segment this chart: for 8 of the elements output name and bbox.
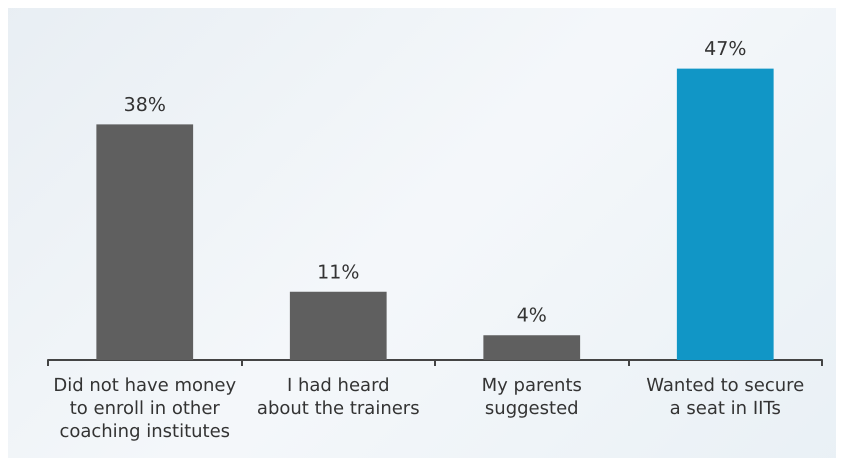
data-label: 4% [516,304,547,327]
data-label: 47% [704,38,746,60]
x-tick-label: Did not have money to enroll in other coaching institutes [53,375,236,442]
x-tick-label: My parents suggested [482,375,582,419]
x-tick-label: Wanted to secure a seat in IITs [646,375,804,419]
data-label: 11% [317,261,360,284]
data-label: 38% [124,94,166,116]
x-tick-label: I had heard about the trainers [256,375,420,419]
